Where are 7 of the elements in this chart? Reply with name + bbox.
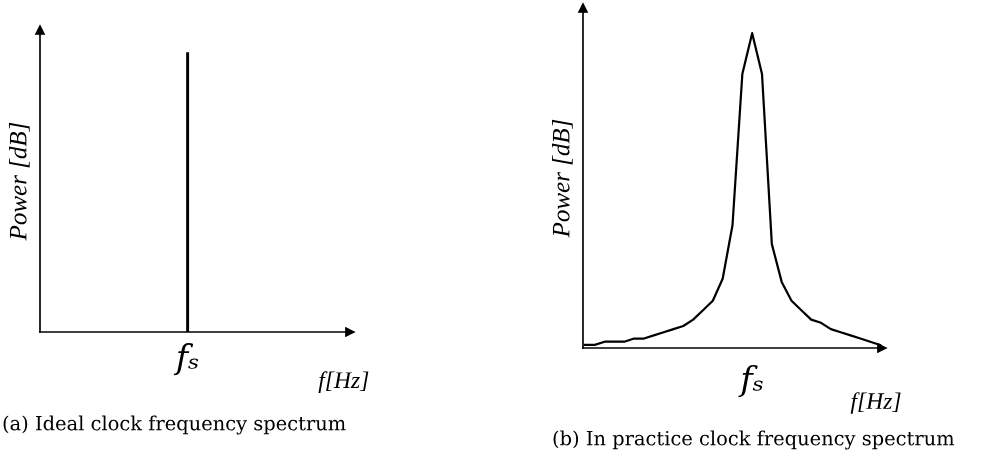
x-axis-title: f[Hz] bbox=[318, 371, 369, 393]
y-axis-title: Power [dB] bbox=[8, 122, 30, 241]
y-axis-title: Power [dB] bbox=[551, 119, 573, 238]
text: (a) Ideal clock frequency spectrum bbox=[3, 415, 346, 435]
x-axis-title: f[Hz] bbox=[850, 392, 901, 414]
text: (b) In practice clock frequency spectrum bbox=[553, 430, 955, 450]
text: fₛ bbox=[738, 365, 763, 398]
